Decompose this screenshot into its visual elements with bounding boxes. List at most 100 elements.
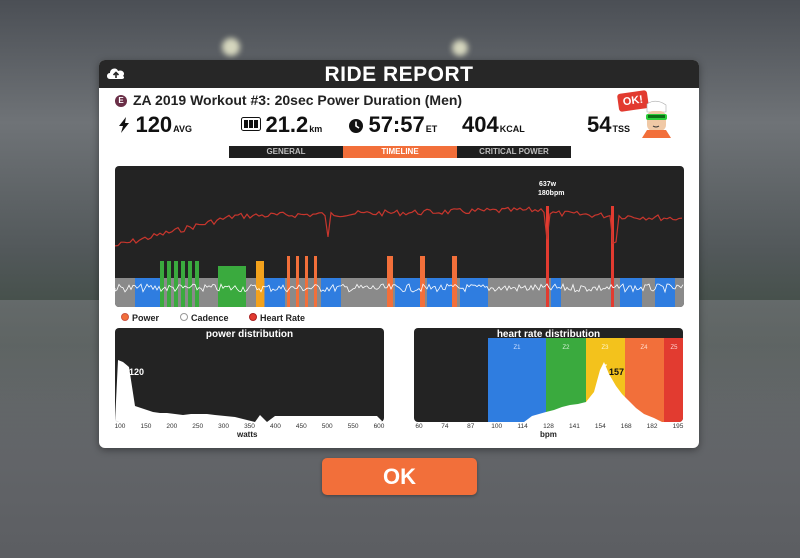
- power-tick-label: 600: [373, 423, 385, 430]
- interval-block: [256, 261, 264, 307]
- heart-rate-tick-label: 60: [415, 423, 423, 430]
- heart-rate-tick-label: 195: [672, 423, 684, 430]
- power-tick-label: 400: [269, 423, 281, 430]
- zone-1-label: Z1: [513, 345, 521, 351]
- heart-rate-distribution-xlabel: bpm: [540, 430, 557, 439]
- power-tick-label: 350: [244, 423, 255, 430]
- stat-time-value: 57:57: [368, 112, 425, 137]
- title-bar: RIDE REPORT: [99, 60, 699, 88]
- tab-general[interactable]: GENERAL: [266, 147, 306, 156]
- stat-tss: 54TSS: [587, 112, 630, 138]
- peak-bpm-label: 180bpm: [538, 190, 564, 197]
- interval-block: [427, 278, 452, 307]
- interval-block: [181, 261, 185, 307]
- legend-cadence: Cadence: [180, 313, 229, 323]
- peak-watts-label: 637w: [539, 181, 557, 188]
- workout-type-badge: E: [115, 95, 127, 107]
- power-tick-label: 550: [347, 423, 359, 430]
- stat-tss-unit: TSS: [612, 124, 630, 134]
- power-tick-label: 450: [295, 423, 307, 430]
- heart-rate-tick-label: 114: [517, 423, 528, 430]
- rider-avatar-icon: [642, 100, 671, 138]
- heart-rate-tick-label: 87: [467, 423, 475, 430]
- power-tick-label: 500: [321, 423, 333, 430]
- heart-rate-distribution-title: heart rate distribution: [496, 329, 601, 340]
- power-avg-label: 120: [129, 367, 144, 377]
- cadence-dot-icon: [180, 313, 188, 321]
- interval-block: [305, 256, 308, 307]
- stat-tss-value: 54: [587, 112, 612, 137]
- interval-block: [188, 261, 192, 307]
- zone-5-label: Z5: [670, 345, 678, 351]
- heart-rate-tick-label: 168: [620, 423, 632, 430]
- stat-time-unit: ET: [425, 124, 438, 134]
- workout-title: ZA 2019 Workout #3: 20sec Power Duration…: [133, 92, 463, 108]
- stat-calories-value: 404: [462, 112, 499, 137]
- tab-timeline[interactable]: TIMELINE: [343, 146, 457, 158]
- interval-block: [546, 206, 549, 307]
- heart-rate-tick-label: 100: [491, 423, 503, 430]
- background-light: [222, 38, 240, 56]
- heart-rate-distribution-bars: [524, 362, 662, 422]
- zone-5-band: [664, 338, 683, 422]
- stat-power: 120AVG: [117, 112, 192, 138]
- stat-distance-value: 21.2: [265, 112, 309, 137]
- legend-heart-rate: Heart Rate: [249, 313, 305, 323]
- interval-block: [321, 278, 341, 307]
- zone-3-label: Z3: [601, 345, 609, 351]
- heart-rate-distribution-ticks: 60 74 87 100 114 128 141 154 168 182 195: [414, 423, 683, 433]
- interval-block: [314, 256, 317, 307]
- tab-critical-power[interactable]: CRITICAL POWER: [479, 147, 549, 156]
- interval-block: [387, 256, 393, 307]
- heart-rate-tick-label: 128: [543, 423, 554, 430]
- stat-power-unit: AVG: [173, 124, 193, 134]
- interval-block: [296, 256, 299, 307]
- interval-block: [218, 266, 246, 307]
- ok-button[interactable]: OK: [322, 458, 477, 495]
- interval-block: [167, 261, 171, 307]
- legend-cadence-label: Cadence: [191, 313, 229, 323]
- heart-rate-tick-label: 74: [441, 423, 449, 430]
- ride-report-panel: RIDE REPORT E ZA 2019 Workout #3: 20sec …: [99, 60, 699, 448]
- odometer-icon: [241, 117, 261, 131]
- interval-block: [395, 278, 420, 307]
- zone-4-label: Z4: [640, 345, 648, 351]
- legend-heart-rate-label: Heart Rate: [260, 313, 306, 323]
- power-tick-label: 300: [218, 423, 230, 430]
- stat-power-value: 120: [135, 112, 173, 137]
- heart-rate-tick-label: 141: [568, 423, 580, 430]
- power-distribution-title: power distribution: [205, 329, 294, 340]
- stat-time: 57:57ET: [348, 112, 437, 138]
- stat-distance: 21.2km: [241, 112, 322, 138]
- interval-block: [265, 278, 285, 307]
- zone-1-band: [488, 338, 546, 422]
- timeline-chart: 637w 180bpm: [115, 166, 684, 307]
- interval-block: [195, 261, 199, 307]
- zone-2-label: Z2: [562, 345, 570, 351]
- interval-block: [460, 278, 488, 307]
- lightning-icon: [119, 117, 129, 133]
- power-distribution-bars: [115, 360, 384, 422]
- power-dot-icon: [121, 313, 129, 321]
- report-tabs: GENERAL TIMELINE CRITICAL POWER: [229, 146, 571, 158]
- legend-power-label: Power: [132, 313, 160, 323]
- stat-distance-unit: km: [309, 124, 323, 134]
- power-distribution-xlabel: watts: [237, 430, 258, 439]
- timeline-graph: 637w 180bpm: [115, 181, 684, 307]
- interval-block: [611, 206, 614, 307]
- heart-rate-avg-label: 157: [609, 367, 624, 377]
- power-tick-label: 250: [192, 423, 204, 430]
- cloud-upload-icon[interactable]: [105, 65, 127, 81]
- heart-rate-tick-label: 182: [646, 423, 658, 430]
- heart-rate-line: [115, 206, 683, 247]
- power-distribution-graph: 120: [115, 360, 384, 422]
- heart-rate-dot-icon: [249, 313, 257, 321]
- heart-rate-distribution-chart: Z1 Z2 Z3 Z4 Z5 157 heart rate distributi…: [414, 328, 683, 422]
- power-tick-label: 200: [166, 423, 178, 430]
- interval-block: [174, 261, 178, 307]
- power-line: [115, 283, 684, 294]
- interval-block: [420, 256, 425, 307]
- heart-rate-distribution-graph: Z1 Z2 Z3 Z4 Z5 157: [488, 338, 683, 422]
- stat-calories: 404KCAL: [462, 112, 525, 138]
- interval-block: [135, 278, 160, 307]
